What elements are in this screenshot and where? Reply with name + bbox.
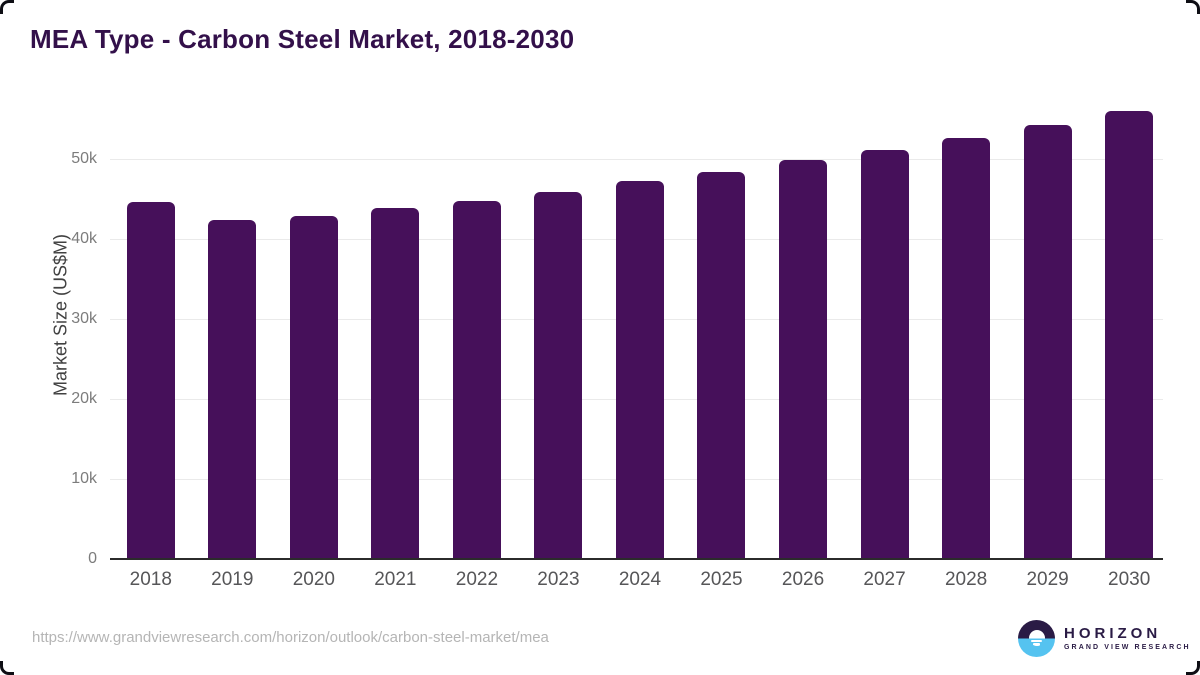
corner-mark-bottom-right [1186, 661, 1200, 675]
y-tick-10k: 10k [71, 470, 97, 487]
bar-slot-2030 [1088, 100, 1170, 558]
chart-title: MEA Type - Carbon Steel Market, 2018-203… [30, 24, 575, 54]
bar-2026 [779, 160, 828, 558]
x-tick-2027: 2027 [863, 569, 906, 590]
bar-2021 [371, 208, 420, 558]
corner-mark-bottom-left [0, 661, 14, 675]
y-axis-tick-labels: 0 10k 20k 30k 40k 50k [0, 100, 97, 567]
bar-slot-2028 [925, 100, 1007, 558]
bar-slot-2018 [110, 100, 192, 558]
logo-brand: HORIZON [1064, 625, 1162, 642]
bar-slot-2025 [681, 100, 763, 558]
bar-slot-2021 [355, 100, 437, 558]
bar-2020 [289, 216, 338, 558]
y-tick-30k: 30k [71, 310, 97, 327]
x-tick-2025: 2025 [700, 569, 743, 590]
bar-2027 [860, 150, 909, 558]
horizon-logo: HORIZON GRAND VIEW RESEARCH [1018, 620, 1191, 657]
bar-2019 [208, 220, 257, 558]
y-tick-50k: 50k [71, 150, 97, 167]
bar-2029 [1023, 125, 1072, 558]
x-tick-2022: 2022 [455, 569, 499, 590]
bar-2025 [697, 171, 746, 558]
bar-2028 [942, 138, 991, 558]
x-axis-line [110, 558, 1163, 560]
x-tick-2020: 2020 [292, 569, 335, 590]
corner-mark-top-right [1186, 0, 1200, 14]
x-tick-2019: 2019 [211, 569, 254, 590]
bar-slot-2020 [273, 100, 355, 558]
bar-2024 [615, 181, 664, 558]
gridline-50000 [110, 159, 1163, 160]
bar-2030 [1105, 110, 1154, 558]
bar-slot-2027 [844, 100, 926, 558]
x-tick-2021: 2021 [374, 569, 417, 590]
y-tick-20k: 20k [71, 390, 97, 407]
x-tick-2018: 2018 [129, 569, 172, 590]
x-tick-2026: 2026 [781, 569, 825, 590]
x-tick-2029: 2029 [1026, 569, 1069, 590]
bar-2023 [534, 191, 583, 558]
logo-text: HORIZON GRAND VIEW RESEARCH [1064, 625, 1191, 652]
bar-slot-2024 [599, 100, 681, 558]
x-tick-2024: 2024 [618, 569, 662, 590]
corner-mark-top-left [0, 0, 14, 14]
bar-slot-2029 [1007, 100, 1089, 558]
bar-slot-2026 [762, 100, 844, 558]
horizon-sunset-circle-icon [1018, 620, 1055, 657]
bar-slot-2022 [436, 100, 518, 558]
x-axis-tick-labels: 2018 2019 2020 2021 2022 2023 2024 2025 2026 2027… [110, 569, 1170, 591]
y-tick-40k: 40k [71, 230, 97, 247]
logo-subtitle: GRAND VIEW RESEARCH [1064, 644, 1191, 651]
bar-2018 [126, 202, 175, 558]
source-url: https://www.grandviewresearch.com/horizo… [32, 629, 549, 646]
bar-slot-2023 [518, 100, 600, 558]
bar-slot-2019 [192, 100, 274, 558]
y-tick-0: 0 [88, 550, 97, 567]
x-tick-2030: 2030 [1108, 569, 1151, 590]
x-tick-2023: 2023 [537, 569, 580, 590]
x-tick-2028: 2028 [944, 569, 988, 590]
bar-chart-plot-area [110, 100, 1170, 560]
bar-2022 [452, 201, 501, 558]
bar-series [110, 100, 1170, 558]
